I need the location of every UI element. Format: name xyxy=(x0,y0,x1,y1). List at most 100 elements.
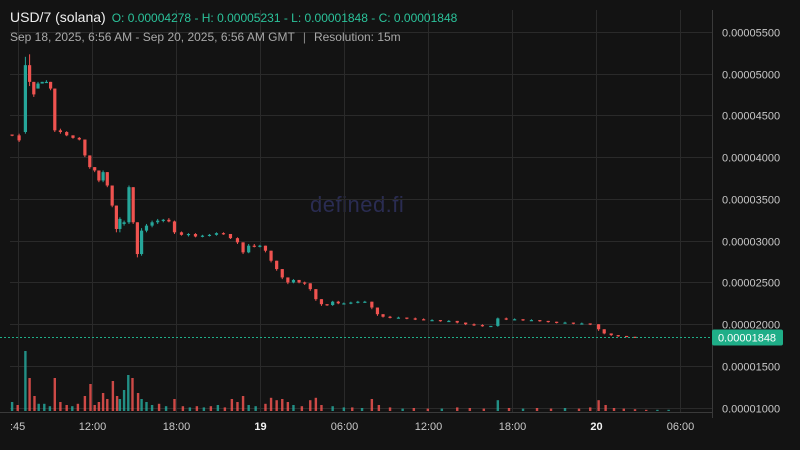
candle-body[interactable] xyxy=(23,65,27,133)
candle-body[interactable] xyxy=(349,302,353,304)
candle-body[interactable] xyxy=(405,317,409,319)
candle-body[interactable] xyxy=(303,282,307,284)
candle-body[interactable] xyxy=(235,238,240,243)
candle-body[interactable] xyxy=(538,320,542,322)
candle-body[interactable] xyxy=(193,233,198,237)
candle-body[interactable] xyxy=(356,301,360,303)
candle-body[interactable] xyxy=(161,219,165,221)
candle-body[interactable] xyxy=(342,303,346,305)
candle-body[interactable] xyxy=(633,336,637,338)
candle-body[interactable] xyxy=(32,81,36,95)
candle-body[interactable] xyxy=(40,81,44,84)
candle-body[interactable] xyxy=(513,319,517,321)
candle-body[interactable] xyxy=(252,245,256,247)
candle-body[interactable] xyxy=(83,139,87,156)
candle-body[interactable] xyxy=(314,289,318,300)
candle-body[interactable] xyxy=(139,230,144,255)
candle-body[interactable] xyxy=(616,335,620,337)
candle-body[interactable] xyxy=(53,88,57,131)
candle-body[interactable] xyxy=(331,301,335,306)
candle-body[interactable] xyxy=(48,81,53,89)
candle-body[interactable] xyxy=(105,172,109,186)
candle-body[interactable] xyxy=(172,221,177,233)
candle-body[interactable] xyxy=(521,319,525,321)
candle-body[interactable] xyxy=(580,323,584,325)
candle-body[interactable] xyxy=(221,233,226,235)
candle-body[interactable] xyxy=(413,318,417,320)
candle-body[interactable] xyxy=(200,235,205,237)
candle-body[interactable] xyxy=(308,283,312,290)
candle-body[interactable] xyxy=(464,322,468,325)
candle-body[interactable] xyxy=(258,245,262,247)
candle-body[interactable] xyxy=(88,155,92,168)
symbol-label[interactable]: USD/7 (solana) xyxy=(10,9,106,25)
candle-body[interactable] xyxy=(118,218,122,229)
candle-body[interactable] xyxy=(546,320,550,323)
candle-body[interactable] xyxy=(438,320,443,322)
candle-body[interactable] xyxy=(609,333,613,336)
candle-body[interactable] xyxy=(571,322,576,324)
candle-body[interactable] xyxy=(127,187,131,223)
candle-body[interactable] xyxy=(280,269,284,278)
candle-body[interactable] xyxy=(93,167,97,171)
candle-body[interactable] xyxy=(504,318,508,320)
candle-body[interactable] xyxy=(167,219,171,222)
candle-body[interactable] xyxy=(150,222,154,226)
candle-body[interactable] xyxy=(186,233,191,236)
candle-body[interactable] xyxy=(597,324,601,330)
candle-body[interactable] xyxy=(144,225,149,231)
candle-body[interactable] xyxy=(489,325,493,328)
candle-body[interactable] xyxy=(247,245,251,253)
candle-body[interactable] xyxy=(44,81,48,84)
candle-body[interactable] xyxy=(156,220,160,223)
candle-body[interactable] xyxy=(71,135,75,138)
candle-body[interactable] xyxy=(529,320,534,322)
candle-body[interactable] xyxy=(381,314,385,317)
candle-body[interactable] xyxy=(455,320,459,323)
candle-body[interactable] xyxy=(10,134,14,136)
candle-body[interactable] xyxy=(291,279,296,283)
candle-body[interactable] xyxy=(77,137,81,140)
candle-body[interactable] xyxy=(27,65,32,82)
candle-body[interactable] xyxy=(588,323,592,325)
candle-body[interactable] xyxy=(325,304,329,306)
candle-body[interactable] xyxy=(36,83,40,89)
candle-body[interactable] xyxy=(114,205,118,229)
candle-body[interactable] xyxy=(496,318,500,326)
candle-body[interactable] xyxy=(422,319,426,321)
candle-body[interactable] xyxy=(131,187,135,223)
candle-body[interactable] xyxy=(375,307,380,315)
candle-body[interactable] xyxy=(269,250,273,261)
candle-body[interactable] xyxy=(241,242,245,253)
candle-body[interactable] xyxy=(207,234,212,237)
candle-body[interactable] xyxy=(97,170,101,181)
candle-body[interactable] xyxy=(214,233,219,235)
candle-body[interactable] xyxy=(179,232,184,235)
candle-body[interactable] xyxy=(65,132,69,136)
candle-body[interactable] xyxy=(430,320,434,322)
candle-body[interactable] xyxy=(472,324,476,326)
candle-body[interactable] xyxy=(263,245,268,251)
candle-body[interactable] xyxy=(363,301,367,303)
candle-body[interactable] xyxy=(17,135,21,141)
candle-body[interactable] xyxy=(319,299,324,305)
candle-body[interactable] xyxy=(101,172,105,181)
candle-body[interactable] xyxy=(447,320,451,323)
candle-body[interactable] xyxy=(275,260,279,270)
candle-body[interactable] xyxy=(388,316,392,318)
candle-body[interactable] xyxy=(286,277,290,283)
candle-body[interactable] xyxy=(625,335,629,338)
candle-body[interactable] xyxy=(480,325,485,327)
candle-body[interactable] xyxy=(58,130,62,133)
candle-body[interactable] xyxy=(602,329,606,334)
candle-body[interactable] xyxy=(555,321,559,323)
candle-body[interactable] xyxy=(110,185,114,206)
candle-body[interactable] xyxy=(370,301,374,308)
candle-body[interactable] xyxy=(336,301,340,304)
resolution-label[interactable]: Resolution: 15m xyxy=(313,30,401,44)
candle-body[interactable] xyxy=(135,222,139,255)
candle-body[interactable] xyxy=(297,279,301,283)
candle-body[interactable] xyxy=(228,233,233,239)
